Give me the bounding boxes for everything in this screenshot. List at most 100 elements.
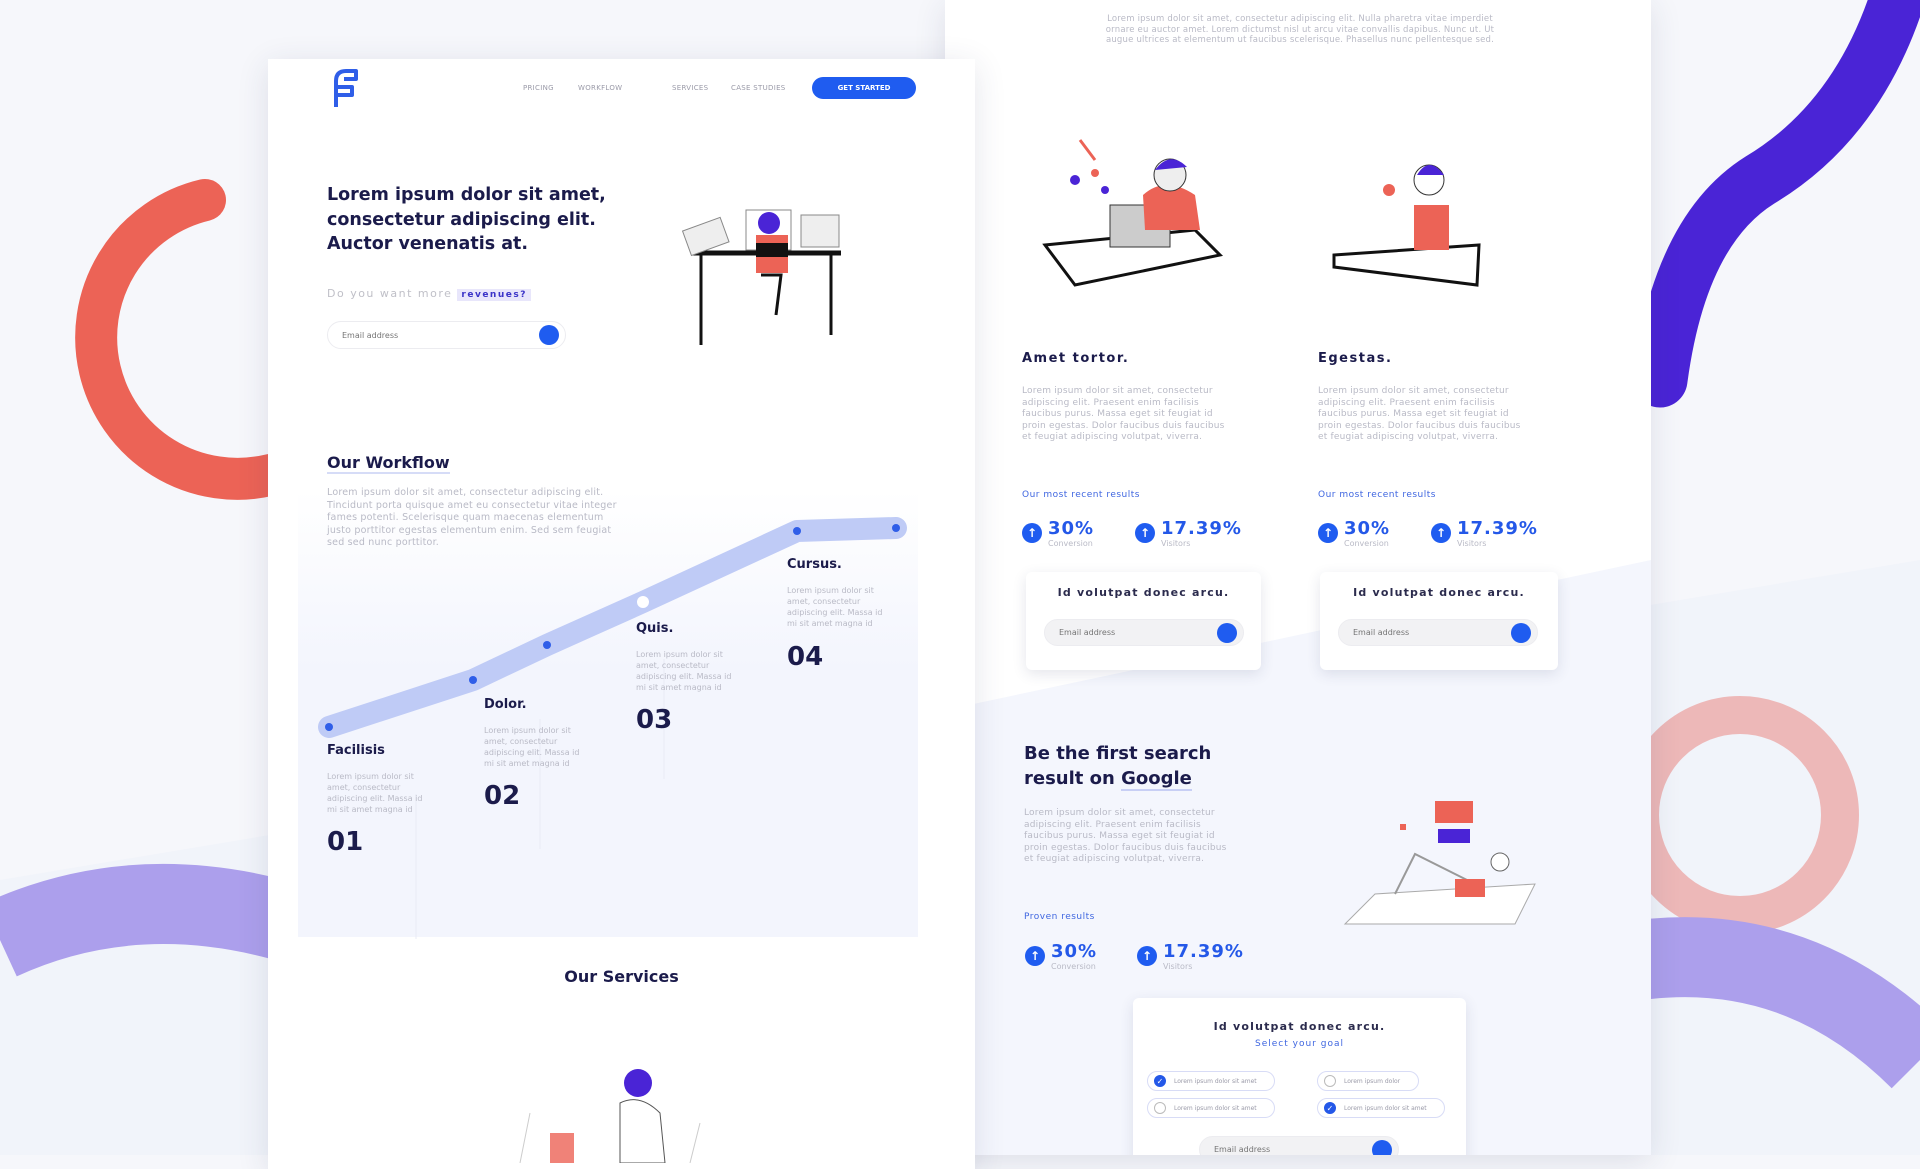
step-title: Dolor. [484, 697, 527, 712]
goal-option[interactable]: Lorem ipsum dolor [1317, 1071, 1419, 1091]
stat-value: 17.39% [1457, 518, 1538, 539]
email-field[interactable] [1199, 1136, 1399, 1155]
get-started-button[interactable]: GET STARTED [812, 77, 916, 99]
intro-text: Lorem ipsum dolor sit amet, consectetur … [1105, 14, 1495, 45]
stat-value: 30% [1344, 518, 1391, 539]
stat-value: 30% [1048, 518, 1095, 539]
option-label: Lorem ipsum dolor [1344, 1077, 1401, 1085]
heading-line: Auctor venenatis at. [327, 234, 529, 254]
stat-label: Conversion [1344, 539, 1389, 548]
option-label: Lorem ipsum dolor sit amet [1174, 1077, 1257, 1085]
submit-button[interactable] [539, 325, 559, 345]
page-background-band [945, 560, 1651, 1155]
card-title: Id volutpat donec arcu. [1353, 586, 1525, 599]
results-link[interactable]: Our most recent results [1022, 490, 1140, 500]
right-page: Lorem ipsum dolor sit amet, consectetur … [945, 0, 1651, 1155]
email-field[interactable] [1044, 619, 1244, 646]
arrow-up-icon: ↑ [1135, 523, 1155, 543]
step-text: Lorem ipsum dolor sit amet, consectetur … [787, 586, 883, 628]
check-icon: ✓ [1154, 1075, 1166, 1087]
option-label: Lorem ipsum dolor sit amet [1344, 1104, 1427, 1112]
step-number: 02 [484, 781, 521, 811]
nav-case-studies[interactable]: CASE STUDIES [731, 84, 786, 92]
arrow-up-icon: ↑ [1318, 523, 1338, 543]
question-highlight: revenues? [457, 289, 531, 301]
stat-conversion: ↑ 30% Conversion [1025, 942, 1097, 972]
left-page: PRICING WORKFLOW SERVICES CASE STUDIES G… [268, 59, 975, 1169]
stat-label: Visitors [1161, 539, 1191, 548]
email-field[interactable] [327, 321, 566, 349]
checkbox-empty-icon [1324, 1075, 1336, 1087]
submit-button[interactable] [1372, 1140, 1392, 1155]
step-number: 04 [787, 642, 824, 672]
stat-value: 17.39% [1163, 941, 1244, 962]
step-title: Cursus. [787, 557, 842, 572]
heading-line: consectetur adipiscing elit. [327, 209, 596, 230]
heading-line: result on [1024, 768, 1115, 789]
hero-question: Do you want more revenues? [327, 287, 531, 301]
heading-highlight: Google [1121, 768, 1192, 791]
column-title: Amet tortor. [1022, 351, 1130, 366]
heading-line: Lorem ipsum dolor sit amet, [327, 185, 606, 205]
step-text: Lorem ipsum dolor sit amet, consectetur … [327, 772, 423, 814]
arrow-up-icon: ↑ [1025, 946, 1045, 966]
f-logo-icon [334, 69, 358, 107]
stat-label: Conversion [1048, 539, 1093, 548]
proven-results-link[interactable]: Proven results [1024, 912, 1095, 922]
stat-visitors: ↑ 17.39% Visitors [1431, 519, 1538, 549]
submit-button[interactable] [1217, 623, 1237, 643]
option-label: Lorem ipsum dolor sit amet [1174, 1104, 1257, 1112]
google-heading: Be the first search result on Google [1024, 741, 1211, 791]
goal-card: Id volutpat donec arcu. Select your goal… [1133, 998, 1466, 1155]
card-subtitle: Select your goal [1255, 1039, 1344, 1049]
arrow-up-icon: ↑ [1431, 523, 1451, 543]
question-text: Do you want more [327, 287, 453, 300]
workflow-text: Lorem ipsum dolor sit amet, consectetur … [327, 487, 617, 548]
services-title: Our Services [564, 967, 679, 986]
email-input[interactable] [328, 322, 518, 348]
card-title: Id volutpat donec arcu. [1213, 1020, 1386, 1033]
submit-button[interactable] [1511, 623, 1531, 643]
stat-conversion: ↑ 30% Conversion [1022, 519, 1094, 549]
signup-card: Id volutpat donec arcu. [1026, 572, 1261, 670]
email-field[interactable] [1338, 619, 1538, 646]
illustration-developer [1042, 139, 1224, 287]
illustration-desk-worker [681, 209, 841, 345]
nav-pricing[interactable]: PRICING [523, 84, 554, 92]
nav-services[interactable]: SERVICES [672, 84, 709, 92]
stat-label: Visitors [1163, 962, 1193, 971]
workflow-title: Our Workflow [327, 453, 450, 474]
column-text: Lorem ipsum dolor sit amet, consectetur … [1318, 386, 1521, 442]
illustration-relaxing-person [1343, 801, 1536, 925]
step-text: Lorem ipsum dolor sit amet, consectetur … [484, 726, 580, 768]
stat-visitors: ↑ 17.39% Visitors [1135, 519, 1242, 549]
email-input[interactable] [1339, 620, 1498, 645]
illustration-gamer [1332, 164, 1481, 287]
email-input[interactable] [1045, 620, 1204, 645]
nav-workflow[interactable]: WORKFLOW [578, 84, 623, 92]
step-title: Facilisis [327, 743, 385, 758]
signup-card: Id volutpat donec arcu. [1320, 572, 1558, 670]
step-text: Lorem ipsum dolor sit amet, consectetur … [636, 650, 732, 692]
stat-label: Conversion [1051, 962, 1096, 971]
card-title: Id volutpat donec arcu. [1057, 586, 1230, 599]
illustration-services [519, 1069, 701, 1163]
check-icon: ✓ [1324, 1102, 1336, 1114]
heading-line: Be the first search [1024, 743, 1212, 764]
arrow-up-icon: ↑ [1137, 946, 1157, 966]
stat-visitors: ↑ 17.39% Visitors [1137, 942, 1244, 972]
email-input[interactable] [1200, 1137, 1359, 1155]
goal-option[interactable]: ✓ Lorem ipsum dolor sit amet [1317, 1098, 1445, 1118]
step-title: Quis. [636, 621, 674, 636]
stat-conversion: ↑ 30% Conversion [1318, 519, 1390, 549]
stat-value: 17.39% [1161, 518, 1242, 539]
goal-option[interactable]: Lorem ipsum dolor sit amet [1147, 1098, 1275, 1118]
stat-value: 30% [1051, 941, 1098, 962]
step-number: 01 [327, 827, 364, 857]
google-text: Lorem ipsum dolor sit amet, consectetur … [1024, 808, 1227, 864]
stat-label: Visitors [1457, 539, 1487, 548]
goal-option[interactable]: ✓ Lorem ipsum dolor sit amet [1147, 1071, 1275, 1091]
column-text: Lorem ipsum dolor sit amet, consectetur … [1022, 386, 1225, 442]
results-link[interactable]: Our most recent results [1318, 490, 1436, 500]
step-number: 03 [636, 705, 673, 735]
